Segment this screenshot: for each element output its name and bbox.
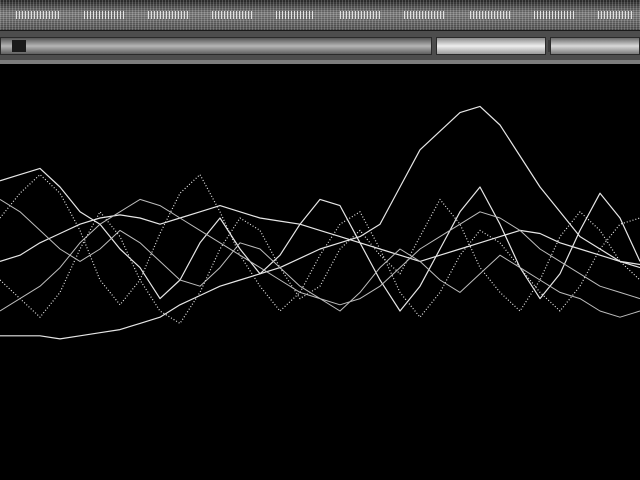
tick-mark-group — [340, 11, 380, 19]
waveform-trace-3 — [0, 105, 640, 340]
waveform-trace-6 — [0, 198, 640, 318]
tick-mark-group — [84, 11, 126, 19]
tick-mark-group — [598, 11, 632, 19]
waveform-canvas — [0, 105, 640, 340]
waveform-display[interactable] — [0, 64, 640, 480]
toolbar-strip — [0, 30, 640, 61]
tick-mark-group — [470, 11, 510, 19]
waveform-trace-1 — [0, 167, 640, 312]
tick-mark-group — [404, 11, 444, 19]
waveform-trace-4 — [0, 174, 640, 318]
waveform-trace-7 — [0, 198, 640, 312]
toolbar-track[interactable] — [0, 37, 432, 55]
top-status-strip — [0, 0, 640, 30]
tick-mark-group — [16, 11, 60, 19]
tick-mark-group — [276, 11, 314, 19]
toolbar-segment[interactable] — [436, 37, 546, 55]
tick-mark-group — [212, 11, 252, 19]
toolbar-divider — [0, 60, 640, 64]
toolbar-segment-end[interactable] — [550, 37, 640, 55]
tick-mark-group — [148, 11, 188, 19]
waveform-trace-2 — [0, 205, 640, 266]
toolbar-handle-icon[interactable] — [12, 40, 26, 52]
tick-mark-group — [534, 11, 574, 19]
waveform-trace-5 — [0, 198, 640, 324]
